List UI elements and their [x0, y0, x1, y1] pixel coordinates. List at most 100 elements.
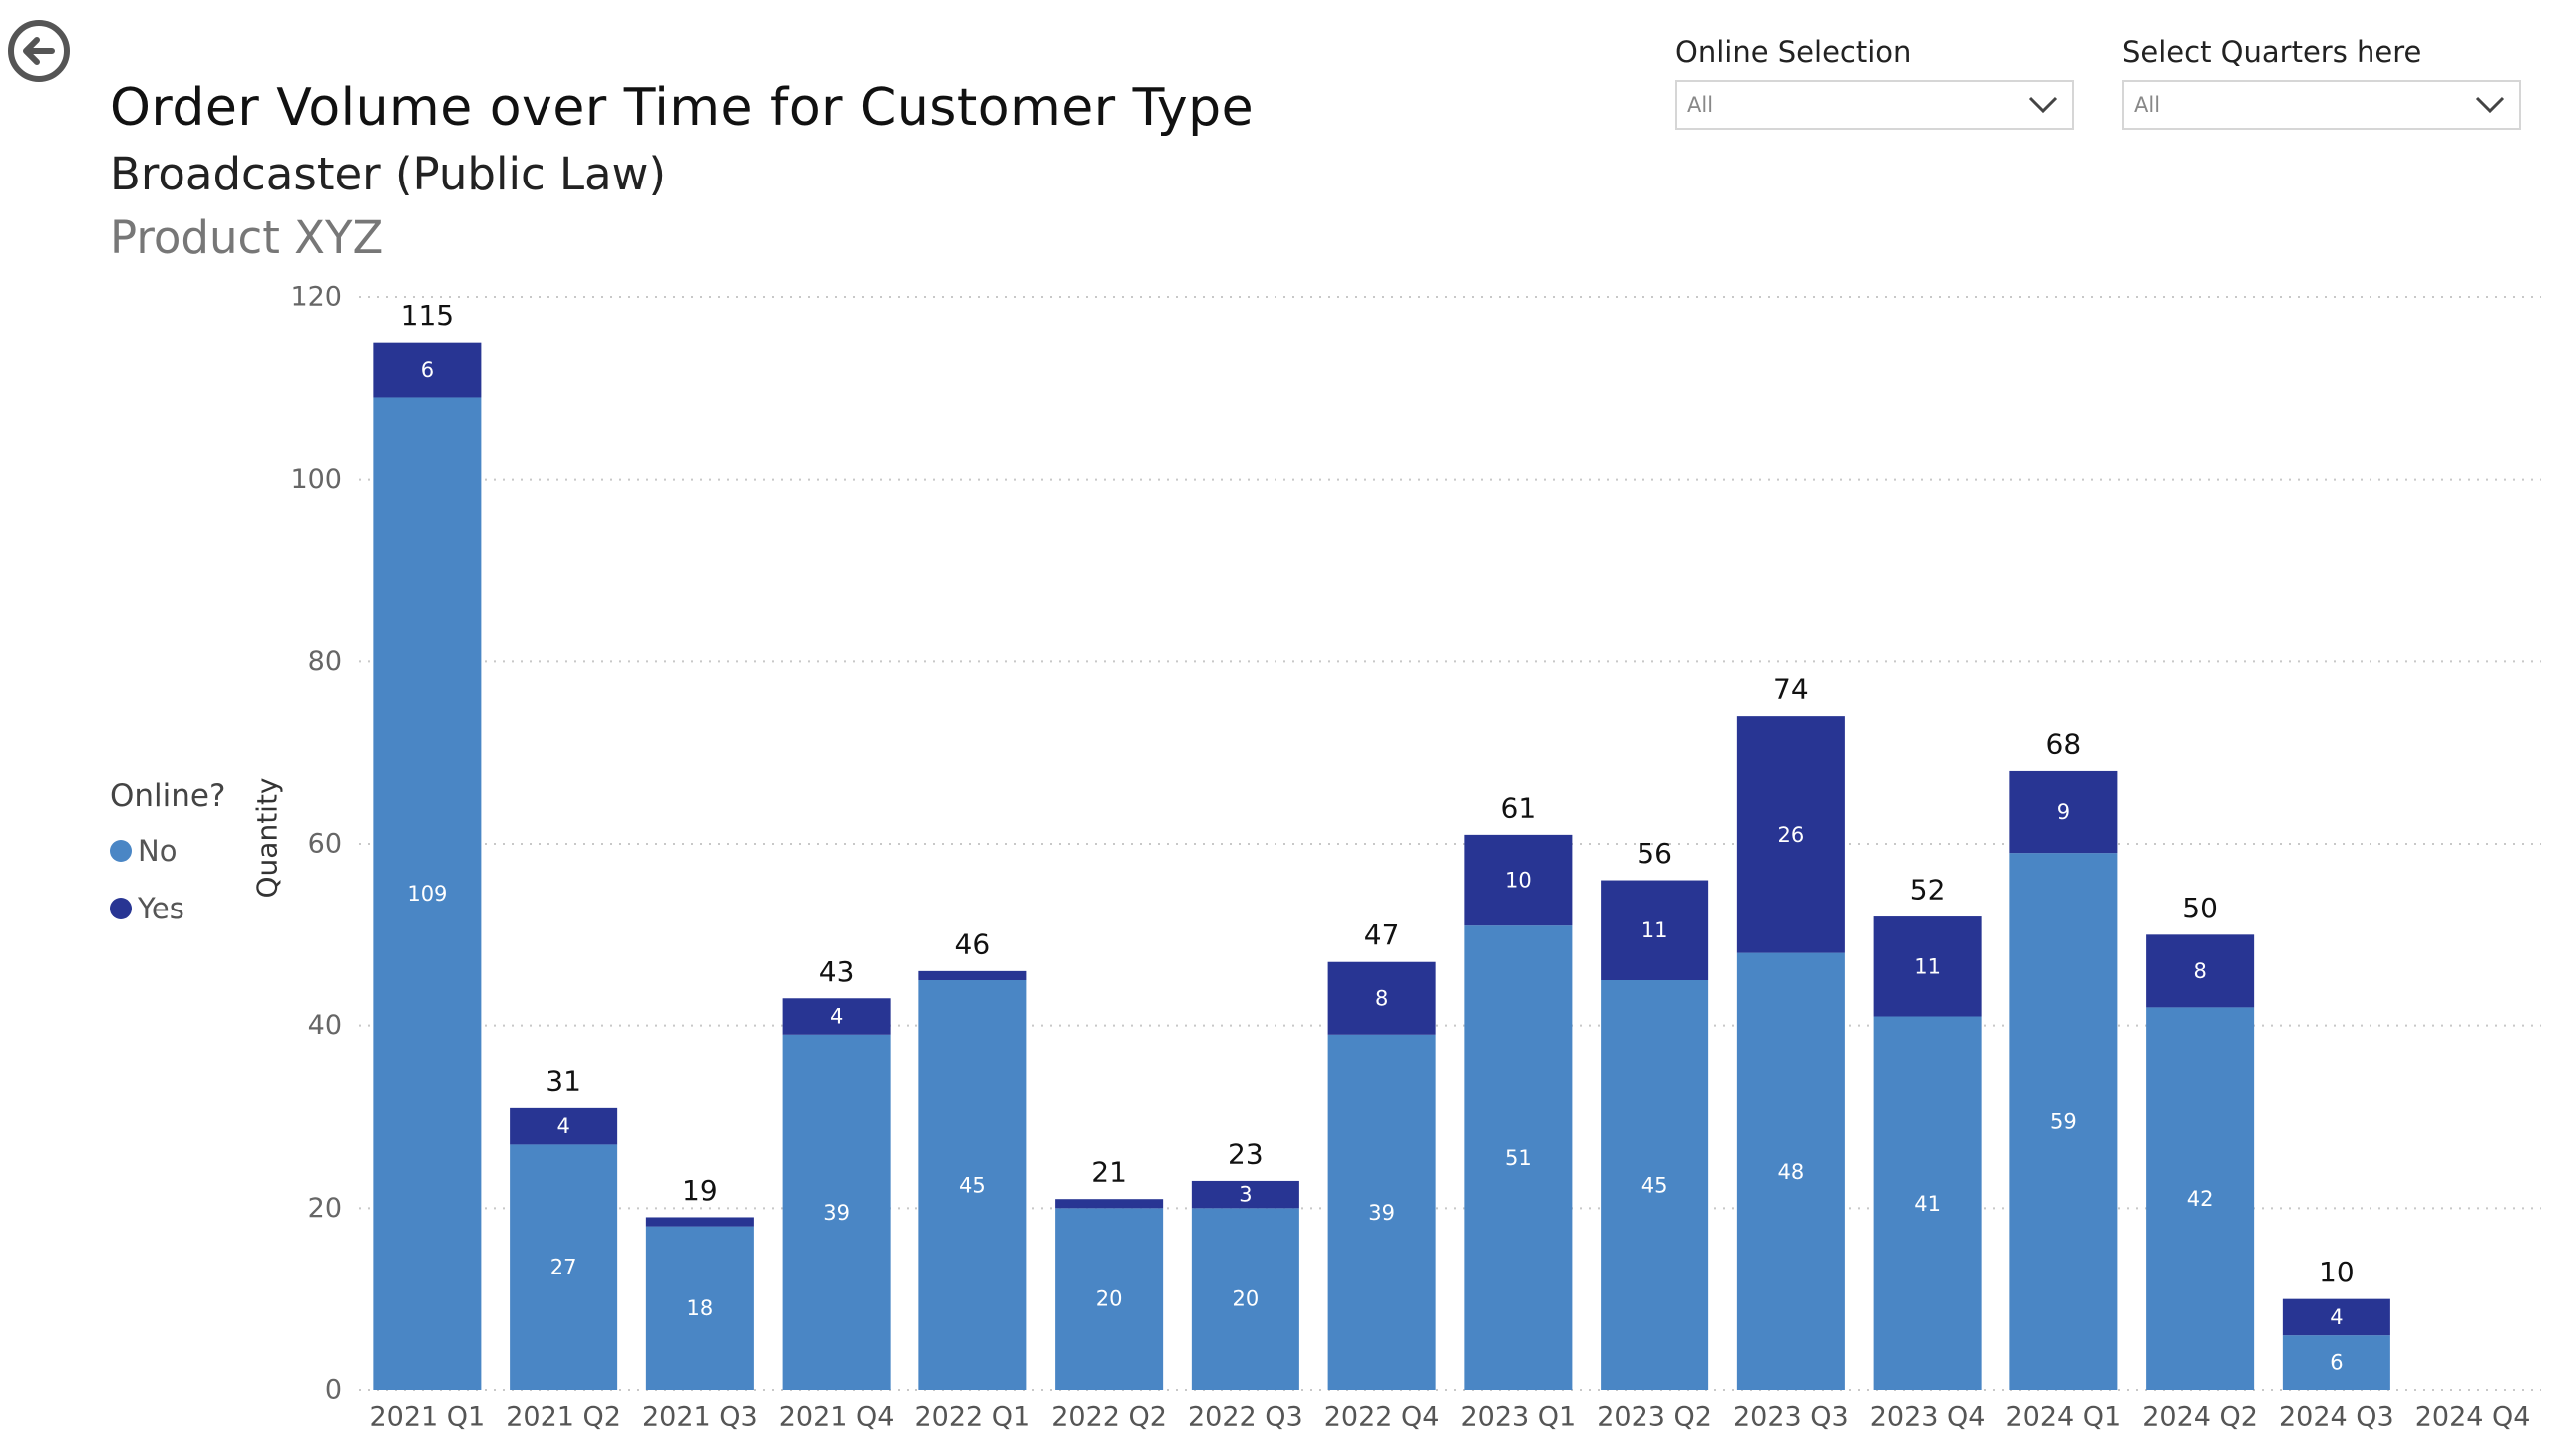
bar-yes — [510, 1107, 618, 1145]
y-tick-label: 80 — [308, 646, 342, 677]
data-label-yes: 26 — [1778, 823, 1805, 847]
product-subtitle: Product XYZ — [110, 211, 384, 264]
x-tick-label: 2024 Q4 — [2415, 1402, 2531, 1433]
legend-title: Online? — [110, 778, 226, 814]
data-label-no: 39 — [1368, 1201, 1395, 1225]
bar-yes — [1055, 1199, 1164, 1209]
x-tick-label: 2021 Q2 — [506, 1402, 621, 1433]
total-label: 74 — [1773, 673, 1809, 706]
y-tick-label: 0 — [325, 1375, 342, 1406]
bar-no — [373, 397, 482, 1390]
data-label-no: 20 — [1096, 1287, 1123, 1311]
bar-yes — [373, 342, 482, 398]
bar-no — [645, 1226, 754, 1390]
bar-no — [1464, 925, 1573, 1390]
bar-no — [1327, 1034, 1436, 1390]
total-label: 21 — [1091, 1156, 1127, 1189]
bar-no — [1736, 952, 1845, 1390]
bar-yes — [1736, 716, 1845, 953]
data-label-yes: 4 — [2330, 1305, 2343, 1329]
x-tick-label: 2022 Q3 — [1188, 1402, 1303, 1433]
x-tick-label: 2024 Q3 — [2279, 1402, 2394, 1433]
data-label-no: 51 — [1505, 1146, 1532, 1170]
data-label-yes: 4 — [556, 1114, 569, 1138]
x-tick-label: 2023 Q2 — [1597, 1402, 1712, 1433]
back-arrow-icon[interactable] — [6, 18, 72, 84]
bar-no — [2282, 1335, 2390, 1390]
data-label-no: 45 — [1641, 1174, 1668, 1198]
page-title: Order Volume over Time for Customer Type — [110, 78, 1255, 138]
data-label-yes: 4 — [830, 1005, 843, 1029]
x-tick-label: 2022 Q2 — [1051, 1402, 1167, 1433]
quarter-selection-slicer: Select Quarters here All — [2122, 30, 2521, 130]
bar-no — [1873, 1016, 1982, 1390]
x-tick-label: 2023 Q3 — [1733, 1402, 1849, 1433]
total-label: 61 — [1501, 791, 1537, 824]
data-label-no: 59 — [2050, 1110, 2077, 1134]
total-label: 19 — [682, 1174, 718, 1207]
x-tick-label: 2021 Q3 — [642, 1402, 758, 1433]
data-label-no: 48 — [1778, 1160, 1805, 1184]
total-label: 115 — [401, 299, 454, 332]
data-label-yes: 11 — [1641, 918, 1668, 942]
bar-no — [510, 1144, 618, 1390]
total-label: 50 — [2182, 892, 2218, 924]
total-label: 31 — [546, 1064, 581, 1097]
data-label-no: 109 — [407, 882, 447, 906]
x-tick-label: 2024 Q2 — [2142, 1402, 2258, 1433]
bar-yes — [1327, 961, 1436, 1035]
y-tick-label: 60 — [308, 829, 342, 860]
data-label-yes: 8 — [1375, 986, 1388, 1010]
x-tick-label: 2023 Q1 — [1461, 1402, 1577, 1433]
legend-label-yes: Yes — [138, 892, 184, 925]
bar-no — [782, 1034, 891, 1390]
bar-yes — [645, 1217, 754, 1227]
data-label-no: 42 — [2187, 1187, 2214, 1211]
data-label-yes: 6 — [421, 358, 434, 382]
online-selection-dropdown[interactable]: All — [1675, 80, 2074, 130]
data-label-no: 18 — [687, 1296, 714, 1320]
bar-no — [918, 980, 1027, 1390]
total-label: 56 — [1637, 837, 1672, 870]
bar-yes — [1464, 834, 1573, 926]
total-label: 68 — [2046, 727, 2082, 760]
y-axis-title: Quantity — [251, 778, 284, 899]
data-label-yes: 8 — [2193, 959, 2206, 983]
data-label-no: 39 — [823, 1201, 850, 1225]
slicer-label: Online Selection — [1675, 35, 1912, 69]
legend-item-no[interactable]: No — [110, 822, 225, 880]
quarter-selection-dropdown[interactable]: All — [2122, 80, 2521, 130]
total-label: 10 — [2319, 1256, 2355, 1288]
chevron-down-icon — [2475, 96, 2505, 114]
legend-dot-yes — [110, 898, 132, 919]
total-label: 43 — [819, 955, 855, 988]
data-label-no: 20 — [1233, 1287, 1260, 1311]
y-tick-label: 20 — [308, 1193, 342, 1224]
online-selection-slicer: Online Selection All — [1675, 30, 2074, 130]
total-label: 23 — [1228, 1137, 1264, 1170]
bar-yes — [2146, 934, 2255, 1008]
data-label-yes: 3 — [1239, 1183, 1252, 1207]
x-tick-label: 2024 Q1 — [2006, 1402, 2122, 1433]
y-tick-label: 100 — [290, 464, 342, 495]
slicer-value: All — [1687, 93, 1714, 117]
y-tick-label: 40 — [308, 1010, 342, 1041]
bar-no — [2009, 853, 2118, 1390]
data-label-no: 41 — [1914, 1192, 1941, 1216]
bar-yes — [2282, 1298, 2390, 1336]
chevron-down-icon — [2028, 96, 2058, 114]
slicer-label: Select Quarters here — [2122, 35, 2422, 69]
x-tick-label: 2023 Q4 — [1870, 1402, 1986, 1433]
data-label-no: 27 — [550, 1256, 577, 1279]
total-label: 46 — [955, 927, 991, 960]
bar-yes — [918, 970, 1027, 980]
bar-no — [1601, 980, 1709, 1390]
data-label-yes: 10 — [1505, 869, 1532, 893]
customer-type-subtitle: Broadcaster (Public Law) — [110, 148, 666, 200]
legend-label-no: No — [138, 834, 178, 868]
legend-dot-no — [110, 840, 132, 862]
bar-yes — [782, 998, 891, 1035]
slicer-value: All — [2134, 93, 2161, 117]
legend-item-yes[interactable]: Yes — [110, 880, 225, 937]
